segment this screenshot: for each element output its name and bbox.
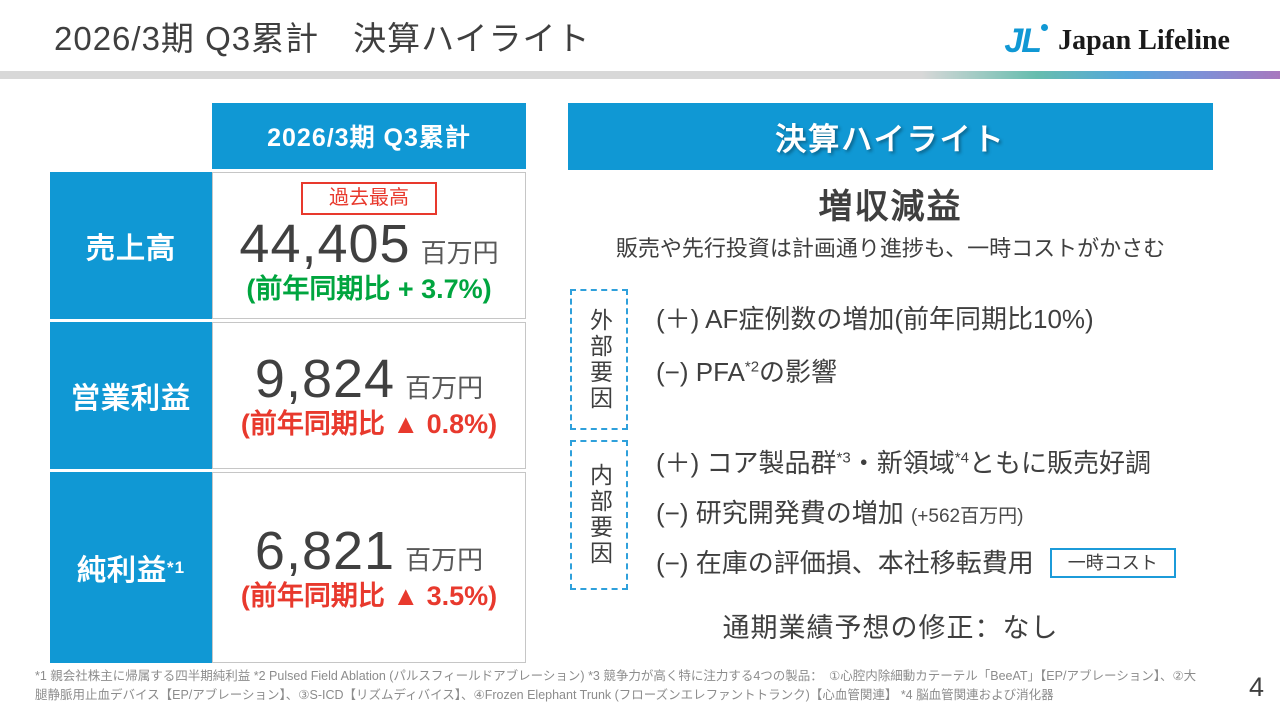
internal-factor-item-2: (−) 研究開発費の増加 (+562百万円) bbox=[656, 497, 1023, 530]
highlight-subtitle: 販売や先行投資は計画通り進捗も、一時コストがかさむ bbox=[615, 236, 1166, 261]
internal-factor-1-text: (＋) コア製品群 bbox=[656, 448, 837, 478]
external-factor-2-text: (−) PFA bbox=[656, 357, 745, 387]
external-factor-item-1: (＋) AF症例数の増加(前年同期比10%) bbox=[656, 304, 1094, 334]
highlight-header: 決算ハイライト bbox=[568, 103, 1213, 170]
row-label-operating-profit: 営業利益 bbox=[50, 322, 212, 469]
header-divider-bar bbox=[0, 71, 1280, 79]
table-period-header: 2026/3期 Q3累計 bbox=[212, 103, 526, 169]
footnote-line-1: *1 親会社株主に帰属する四半期純利益 *2 Pulsed Field Abla… bbox=[35, 669, 1197, 683]
one-time-cost-badge: 一時コスト bbox=[1049, 548, 1176, 578]
record-high-badge: 過去最高 bbox=[301, 182, 437, 215]
net-profit-unit: 百万円 bbox=[405, 545, 484, 576]
table-row-net-profit: 純利益 *1 6,821 百万円 (前年同期比 ▲ 3.5%) bbox=[50, 472, 526, 663]
internal-factor-item-1: (＋) コア製品群*3・新領域*4ともに販売好調 bbox=[656, 447, 1151, 480]
operating-profit-yoy: (前年同期比 ▲ 0.8%) bbox=[240, 409, 498, 440]
net-profit-value: 6,821 bbox=[254, 521, 396, 582]
net-profit-value-line: 6,821 百万円 bbox=[254, 521, 484, 582]
highlight-headline: 増収減益 bbox=[818, 188, 963, 226]
net-profit-label-text: 純利益 bbox=[76, 554, 167, 587]
internal-factor-2-text: (−) 研究開発費の増加 bbox=[656, 498, 911, 528]
net-profit-yoy: (前年同期比 ▲ 3.5%) bbox=[240, 581, 498, 612]
new-domain-footnote-ref: *4 bbox=[954, 449, 969, 467]
internal-factors-box: 内部要因 bbox=[570, 440, 628, 590]
core-products-footnote-ref: *3 bbox=[836, 449, 851, 467]
net-profit-footnote-ref: *1 bbox=[166, 557, 186, 577]
sales-unit: 百万円 bbox=[420, 238, 499, 268]
highlight-panel: 決算ハイライト 増収減益 販売や先行投資は計画通り進捗も、一時コストがかさむ 外… bbox=[568, 103, 1213, 663]
page-number: 4 bbox=[1248, 672, 1264, 702]
logo-text: Japan Lifeline bbox=[1058, 25, 1230, 56]
table-row-operating-profit: 営業利益 9,824 百万円 (前年同期比 ▲ 0.8%) bbox=[50, 322, 526, 469]
sales-yoy: (前年同期比 + 3.7%) bbox=[246, 274, 492, 305]
row-value-sales: 過去最高 44,405 百万円 (前年同期比 + 3.7%) bbox=[212, 172, 526, 319]
table-row-sales: 売上高 過去最高 44,405 百万円 (前年同期比 + 3.7%) bbox=[50, 172, 526, 319]
page-title: 2026/3期 Q3累計 決算ハイライト bbox=[54, 20, 591, 57]
internal-factor-1-suffix: ともに販売好調 bbox=[968, 448, 1151, 478]
logo-mark-icon: JL bbox=[1004, 24, 1049, 58]
operating-profit-value-line: 9,824 百万円 bbox=[254, 349, 484, 410]
internal-factor-3-text: (−) 在庫の評価損、本社移転費用 bbox=[656, 548, 1034, 578]
internal-factor-item-3: (−) 在庫の評価損、本社移転費用 一時コスト bbox=[656, 547, 1176, 580]
logo-dot-icon bbox=[1041, 24, 1049, 31]
row-label-net-profit: 純利益 *1 bbox=[50, 472, 212, 663]
internal-factor-1-mid: ・新領域 bbox=[850, 448, 955, 478]
row-label-sales: 売上高 bbox=[50, 172, 212, 319]
pfa-footnote-ref: *2 bbox=[744, 358, 760, 376]
external-factor-2-suffix: の影響 bbox=[759, 357, 838, 387]
external-factor-item-2: (−) PFA*2の影響 bbox=[656, 356, 837, 389]
row-value-net-profit: 6,821 百万円 (前年同期比 ▲ 3.5%) bbox=[212, 472, 526, 663]
internal-factors-label: 内部要因 bbox=[586, 463, 613, 567]
company-logo: JL Japan Lifeline bbox=[1004, 24, 1230, 58]
sales-value: 44,405 bbox=[239, 214, 411, 274]
rd-increase-amount: (+562百万円) bbox=[910, 506, 1024, 527]
operating-profit-value: 9,824 bbox=[254, 349, 396, 410]
footnote: *1 親会社株主に帰属する四半期純利益 *2 Pulsed Field Abla… bbox=[35, 667, 1250, 705]
row-value-operating-profit: 9,824 百万円 (前年同期比 ▲ 0.8%) bbox=[212, 322, 526, 469]
operating-profit-unit: 百万円 bbox=[405, 373, 484, 404]
results-table: 2026/3期 Q3累計 売上高 過去最高 44,405 百万円 (前年同期比 … bbox=[50, 103, 526, 663]
external-factors-box: 外部要因 bbox=[570, 289, 628, 430]
footnote-line-2: 腿静脈用止血デバイス【EP/アブレーション】、③S-ICD【リズムディバイス】、… bbox=[35, 687, 1054, 702]
external-factors-label: 外部要因 bbox=[586, 307, 613, 412]
full-year-forecast-note: 通期業績予想の修正：なし bbox=[722, 613, 1059, 643]
sales-value-line: 44,405 百万円 bbox=[239, 214, 499, 274]
